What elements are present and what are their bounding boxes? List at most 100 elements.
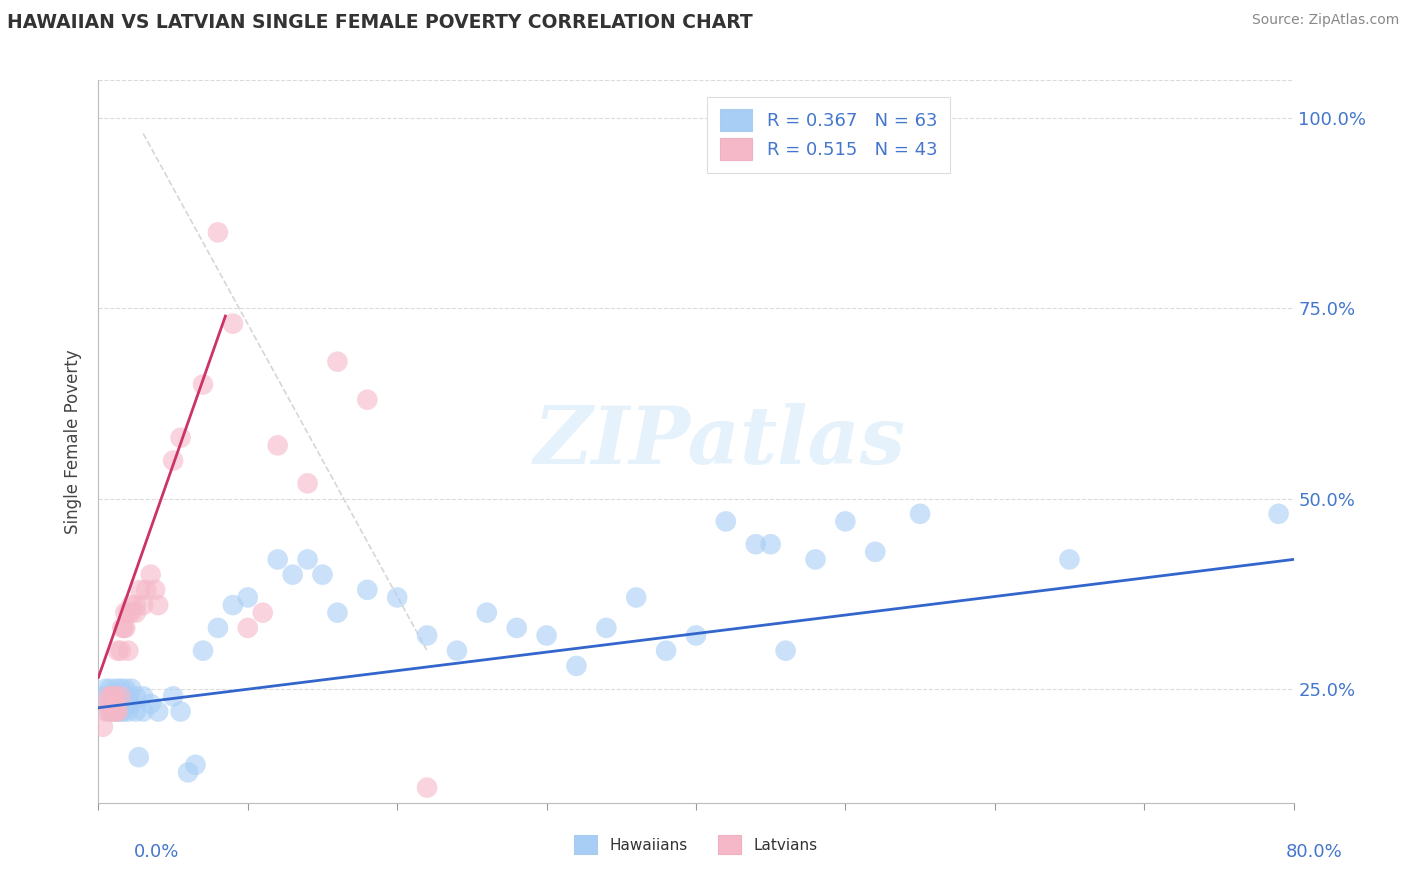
Point [114,621,136,635]
Point [759,537,782,551]
Point [326,354,349,368]
Point [207,226,229,240]
Point [112,705,135,719]
Point [1267,507,1289,521]
Point [281,567,304,582]
Point [148,705,170,719]
Point [685,628,707,642]
Point [143,582,166,597]
Point [475,606,498,620]
Point [356,392,378,407]
Point [177,765,200,780]
Point [745,537,768,551]
Point [595,621,617,635]
Point [114,697,136,711]
Point [267,438,290,452]
Point [865,545,887,559]
Point [105,681,128,696]
Point [129,582,152,597]
Point [98,705,122,719]
Point [834,515,856,529]
Point [416,780,439,795]
Point [356,582,378,597]
Point [112,621,135,635]
Point [132,598,155,612]
Point [804,552,827,566]
Point [236,591,259,605]
Point [236,621,259,635]
Point [103,690,125,704]
Point [775,643,797,657]
Point [191,643,214,657]
Point [169,705,191,719]
Point [132,705,155,719]
Point [103,705,125,719]
Point [222,317,245,331]
Point [114,681,136,696]
Point [103,705,125,719]
Point [110,681,132,696]
Point [97,690,120,704]
Point [125,598,148,612]
Text: 0.0%: 0.0% [134,843,179,861]
Point [297,476,319,491]
Point [565,659,588,673]
Point [103,690,125,704]
Point [101,690,124,704]
Point [128,750,150,764]
Point [107,643,129,657]
Point [117,643,139,657]
Point [110,643,132,657]
Point [91,720,114,734]
Point [148,598,170,612]
Text: HAWAIIAN VS LATVIAN SINGLE FEMALE POVERTY CORRELATION CHART: HAWAIIAN VS LATVIAN SINGLE FEMALE POVERT… [7,13,752,32]
Point [114,606,136,620]
Point [117,705,139,719]
Text: ZIPatlas: ZIPatlas [534,403,905,480]
Point [105,690,128,704]
Point [252,606,274,620]
Point [626,591,648,605]
Point [714,515,737,529]
Point [117,606,139,620]
Text: Source: ZipAtlas.com: Source: ZipAtlas.com [1251,13,1399,28]
Point [132,690,155,704]
Point [191,377,214,392]
Point [107,705,129,719]
Point [139,567,162,582]
Point [94,681,117,696]
Point [184,757,207,772]
Point [655,643,678,657]
Point [96,697,118,711]
Point [267,552,290,566]
Text: 80.0%: 80.0% [1286,843,1343,861]
Point [120,697,142,711]
Legend: Hawaiians, Latvians: Hawaiians, Latvians [568,830,824,860]
Y-axis label: Single Female Poverty: Single Female Poverty [65,350,83,533]
Point [125,690,148,704]
Point [98,681,122,696]
Point [104,697,127,711]
Point [1059,552,1081,566]
Point [169,431,191,445]
Point [162,453,184,467]
Point [297,552,319,566]
Point [125,606,148,620]
Point [110,690,132,704]
Point [110,705,132,719]
Point [110,697,132,711]
Point [207,621,229,635]
Point [111,621,134,635]
Point [120,681,142,696]
Point [446,643,468,657]
Point [536,628,558,642]
Point [326,606,349,620]
Point [908,507,931,521]
Point [125,705,148,719]
Point [120,598,142,612]
Point [506,621,529,635]
Point [98,697,122,711]
Point [94,705,117,719]
Point [105,697,128,711]
Point [139,697,162,711]
